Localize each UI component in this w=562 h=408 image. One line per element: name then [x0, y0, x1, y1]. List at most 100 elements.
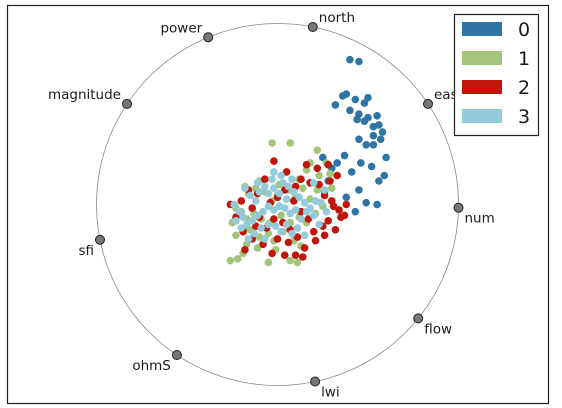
point-series-2-53 [299, 253, 307, 261]
series-0 [319, 55, 390, 216]
point-series-1-0 [268, 139, 276, 147]
anchor-num [453, 202, 464, 213]
anchor-flow [413, 313, 424, 324]
anchor-label-sfi: sfi [78, 243, 94, 259]
point-series-3-34 [271, 222, 280, 230]
legend-swatch-0 [462, 22, 502, 36]
point-series-3-43 [277, 171, 285, 180]
point-series-3-17 [302, 207, 311, 216]
legend-label-1: 1 [518, 48, 530, 70]
point-series-2-4 [333, 171, 342, 180]
point-series-1-23 [328, 184, 336, 192]
anchor-magnitude [122, 98, 132, 109]
point-series-3-11 [295, 193, 304, 202]
point-series-1-46 [293, 258, 302, 267]
anchor-label-magnitude: magnitude [48, 87, 121, 103]
legend-swatch-1 [462, 51, 502, 65]
point-series-1-1 [286, 139, 295, 147]
point-series-3-33 [264, 220, 273, 229]
point-series-3-4 [261, 182, 269, 191]
legend-swatch-2 [462, 80, 502, 94]
point-series-3-20 [286, 209, 295, 218]
point-series-2-11 [335, 206, 343, 214]
point-series-3-40 [244, 235, 253, 243]
point-series-3-29 [237, 224, 246, 232]
point-series-0-5 [351, 95, 360, 104]
point-series-2-23 [270, 215, 278, 223]
anchor-label-north: north [319, 10, 355, 26]
point-series-1-43 [233, 254, 242, 263]
point-series-2-1 [313, 164, 322, 173]
point-series-0-18 [378, 128, 387, 136]
point-series-3-24 [264, 202, 273, 211]
point-series-3-41 [261, 235, 269, 243]
point-series-1-7 [302, 166, 311, 174]
point-series-1-48 [226, 256, 235, 265]
point-series-2-7 [297, 175, 305, 183]
anchor-label-ohmS: ohmS [132, 358, 171, 374]
point-series-3-39 [250, 229, 258, 238]
point-series-3-44 [320, 186, 329, 194]
point-series-2-19 [290, 197, 298, 205]
point-series-3-8 [279, 179, 287, 187]
point-series-3-22 [275, 202, 284, 211]
point-series-2-43 [300, 244, 309, 252]
point-series-0-26 [347, 168, 356, 176]
point-series-3-30 [232, 217, 240, 225]
point-series-2-14 [324, 217, 333, 225]
point-series-3-18 [297, 215, 305, 223]
anchor-north [307, 22, 318, 32]
point-series-0-2 [331, 101, 340, 109]
point-series-3-49 [282, 195, 291, 203]
point-series-3-6 [270, 184, 278, 192]
point-series-2-35 [237, 197, 246, 205]
point-series-3-0 [241, 184, 249, 192]
point-series-3-19 [291, 206, 300, 214]
anchor-sfi [95, 234, 105, 245]
point-series-2-51 [282, 168, 291, 176]
point-series-0-35 [362, 198, 371, 207]
point-series-2-9 [320, 191, 329, 200]
anchor-label-flow: flow [424, 321, 452, 337]
point-series-2-44 [311, 236, 320, 245]
point-series-3-53 [322, 207, 331, 216]
point-series-0-8 [346, 106, 354, 115]
point-series-2-47 [337, 213, 345, 221]
point-series-2-0 [302, 160, 311, 169]
point-series-3-12 [300, 198, 309, 207]
point-series-2-28 [273, 235, 282, 243]
point-series-0-37 [373, 200, 381, 209]
point-series-2-40 [268, 249, 276, 258]
point-series-2-26 [293, 233, 302, 241]
anchor-lwi [310, 376, 321, 387]
point-series-0-16 [369, 131, 378, 140]
point-series-3-7 [275, 189, 284, 198]
point-series-0-20 [362, 141, 371, 149]
point-series-3-52 [253, 179, 262, 187]
point-series-0-4 [342, 90, 351, 98]
point-series-0-19 [355, 135, 363, 144]
point-series-3-48 [230, 200, 238, 209]
point-series-0-25 [367, 162, 376, 171]
anchor-ohmS [171, 350, 182, 360]
point-series-2-42 [291, 251, 300, 259]
point-series-2-52 [329, 202, 338, 211]
point-series-0-23 [333, 159, 342, 167]
point-series-3-42 [270, 168, 278, 176]
point-series-3-50 [268, 175, 276, 183]
point-series-1-47 [264, 258, 273, 267]
anchor-label-num: num [465, 211, 495, 227]
point-series-3-16 [309, 211, 318, 220]
point-series-0-17 [376, 135, 385, 144]
legend-label-3: 3 [518, 106, 530, 128]
point-series-3-47 [300, 231, 309, 240]
point-series-0-32 [319, 153, 327, 162]
legend-label-0: 0 [518, 19, 530, 41]
point-series-0-28 [380, 171, 389, 180]
point-series-2-3 [326, 177, 334, 185]
point-series-0-13 [369, 122, 378, 131]
legend-swatch-3 [462, 109, 502, 123]
point-series-1-2 [313, 146, 322, 154]
point-series-3-38 [293, 224, 302, 232]
